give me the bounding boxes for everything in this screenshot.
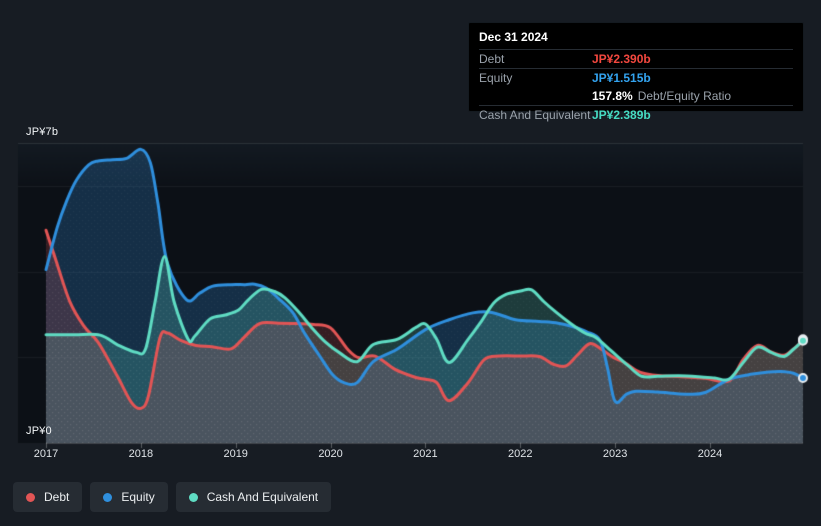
chart-legend: Debt Equity Cash And Equivalent (13, 482, 332, 512)
legend-item-equity[interactable]: Equity (90, 482, 168, 512)
legend-item-label: Cash And Equivalent (206, 490, 319, 504)
tooltip-debt-label: Debt (479, 52, 505, 66)
legend-item-label: Equity (121, 490, 155, 504)
x-axis-label-2024: 2024 (697, 448, 723, 460)
x-axis-label-2023: 2023 (602, 448, 628, 460)
debt-legend-dot-icon (26, 492, 35, 502)
tooltip-equity-value: JP¥1.515b (592, 71, 651, 85)
chart-tooltip: Dec 31 2024 Debt JP¥2.390b Equity JP¥1.5… (468, 22, 804, 122)
x-axis-label-2018: 2018 (128, 448, 154, 460)
tooltip-cash-value: JP¥2.389b (592, 108, 651, 122)
tooltip-cash-row: Cash And Equivalent JP¥2.389b (479, 105, 793, 124)
cash-legend-dot-icon (188, 492, 198, 502)
tooltip-equity-label: Equity (479, 71, 513, 85)
equity-legend-dot-icon (103, 492, 113, 502)
tooltip-ratio-value: 157.8% (592, 89, 633, 103)
x-axis-label-2017: 2017 (33, 448, 59, 460)
tooltip-cash-label: Cash And Equivalent (479, 108, 591, 122)
tooltip-ratio-label: Debt/Equity Ratio (637, 89, 732, 103)
legend-item-debt[interactable]: Debt (13, 482, 83, 512)
x-axis-label-2019: 2019 (223, 448, 248, 460)
x-axis-label-2020: 2020 (318, 448, 343, 460)
tooltip-debt-row: Debt JP¥2.390b (479, 50, 793, 68)
y-axis-label-top: JP¥7b (26, 126, 59, 138)
legend-item-cash[interactable]: Cash And Equivalent (175, 482, 332, 512)
tooltip-ratio-row: 157.8% Debt/Equity Ratio (479, 87, 793, 105)
x-axis-label-2021: 2021 (413, 448, 438, 460)
tooltip-equity-row: Equity JP¥1.515b (479, 68, 793, 87)
x-axis-label-2022: 2022 (508, 448, 533, 460)
tooltip-debt-value: JP¥2.390b (592, 52, 651, 66)
y-axis-label-bottom: JP¥0 (26, 425, 52, 437)
tooltip-date: Dec 31 2024 (479, 28, 793, 50)
legend-item-label: Debt (44, 490, 70, 504)
